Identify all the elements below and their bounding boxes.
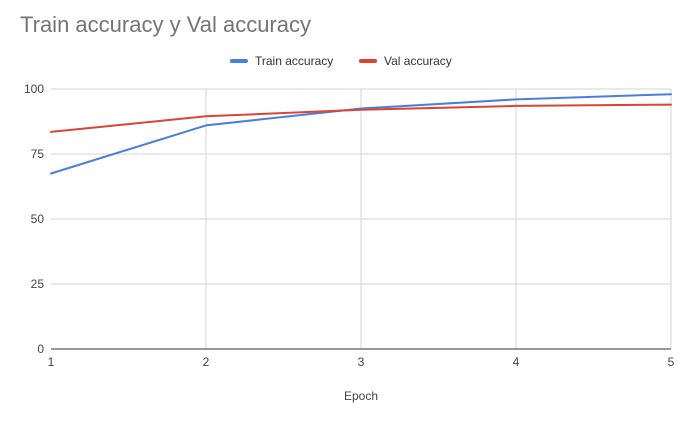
x-tick-label: 4 <box>513 355 520 369</box>
series-line-val-accuracy <box>50 103 672 133</box>
series-line-train-accuracy <box>50 93 672 175</box>
y-tick-label: 75 <box>31 147 45 161</box>
x-tick-label: 1 <box>48 355 55 369</box>
x-tick-label: 2 <box>203 355 210 369</box>
y-tick-label: 100 <box>24 82 44 96</box>
x-axis-label: Epoch <box>344 389 378 403</box>
y-tick-label: 0 <box>37 342 44 356</box>
chart-title: Train accuracy y Val accuracy <box>20 12 311 37</box>
x-tick-label: 5 <box>668 355 675 369</box>
y-tick-label: 50 <box>31 212 45 226</box>
legend-label: Train accuracy <box>255 54 333 68</box>
y-tick-label: 25 <box>31 277 45 291</box>
legend-label: Val accuracy <box>384 54 452 68</box>
x-tick-label: 3 <box>358 355 365 369</box>
